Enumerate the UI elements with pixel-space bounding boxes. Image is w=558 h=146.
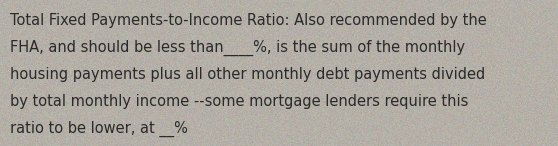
Text: housing payments plus all other monthly debt payments divided: housing payments plus all other monthly … (10, 67, 485, 82)
Text: ratio to be lower, at __%: ratio to be lower, at __% (10, 121, 188, 137)
Text: by total monthly income --some mortgage lenders require this: by total monthly income --some mortgage … (10, 94, 468, 109)
Text: Total Fixed Payments-to-Income Ratio: Also recommended by the: Total Fixed Payments-to-Income Ratio: Al… (10, 13, 487, 28)
Text: FHA, and should be less than____%, is the sum of the monthly: FHA, and should be less than____%, is th… (10, 40, 465, 56)
